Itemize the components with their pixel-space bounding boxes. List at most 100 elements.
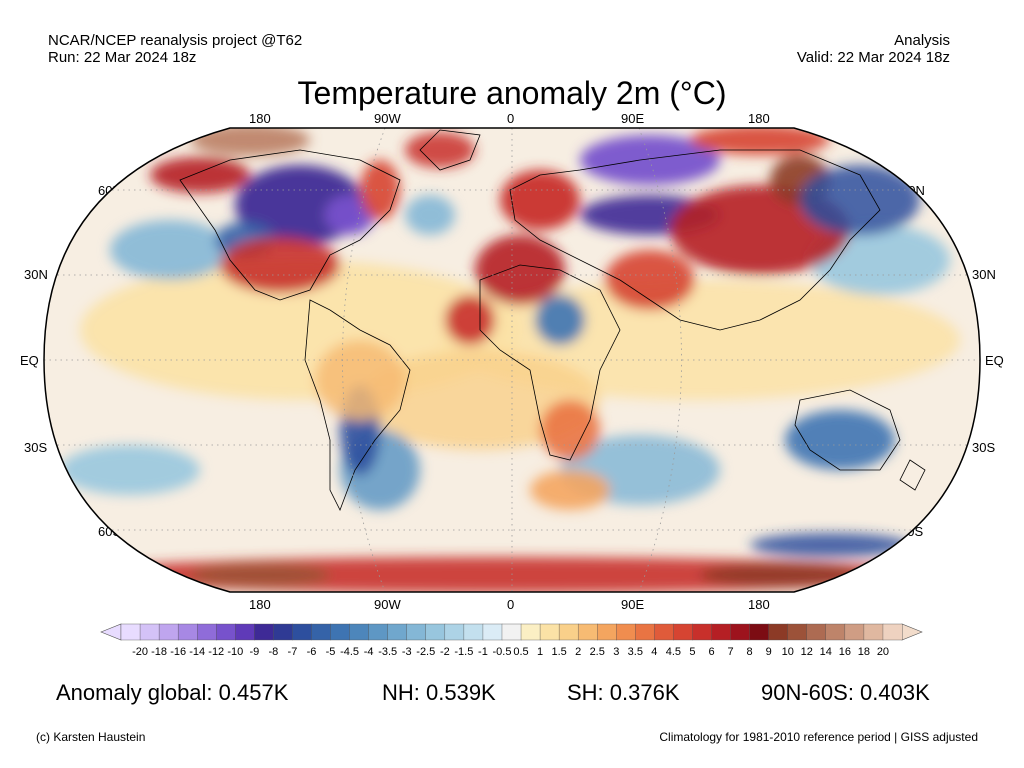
lon-label-top-180e: 180	[748, 111, 770, 126]
colorbar-low-arrow	[100, 623, 122, 641]
lon-label-top-90e: 90E	[621, 111, 645, 126]
colorbar-tick-label: 7	[727, 646, 733, 658]
colorbar-tick-label: 10	[782, 646, 794, 658]
colorbar-tick-label: -4	[364, 646, 374, 658]
colorbar-cell	[520, 623, 541, 641]
lat-label-right-30n: 30N	[972, 267, 996, 282]
colorbar-tick-label: 5	[689, 646, 695, 658]
colorbar-cell	[692, 623, 713, 641]
lon-label-top-0: 0	[507, 111, 515, 126]
colorbar-tick-label: 16	[839, 646, 851, 658]
colorbar-tick-label: 3	[613, 646, 619, 658]
colorbar-tick-label: 4	[651, 646, 657, 658]
lat-label-left-30s: 30S	[24, 440, 48, 455]
colorbar-cell	[749, 623, 770, 641]
lon-label-bottom-180e: 180	[748, 597, 770, 612]
sh-anomaly: SH: 0.376K	[567, 680, 680, 705]
colorbar-tick-label: -20	[132, 646, 148, 658]
colorbar-tick-label: -10	[227, 646, 243, 658]
colorbar-cell	[558, 623, 579, 641]
colorbar-cell	[425, 623, 446, 641]
climatology-note: Climatology for 1981-2010 reference peri…	[659, 730, 978, 744]
run-label: Run: 22 Mar 2024 18z	[48, 49, 197, 66]
colorbar-cell	[825, 623, 846, 641]
colorbar-tick-label: -5	[326, 646, 336, 658]
colorbar-cell	[597, 623, 617, 641]
colorbar-tick-label: -6	[307, 646, 317, 658]
colorbar-tick-label: -14	[189, 646, 205, 658]
lon-label-bottom-90w: 90W	[374, 597, 401, 612]
colorbar-tick-label: -3.5	[378, 646, 397, 658]
anomaly-blobs	[60, 128, 960, 592]
colorbar-cell	[673, 623, 693, 641]
colorbar-tick-label: 2.5	[590, 646, 605, 658]
colorbar-cell	[349, 623, 370, 641]
colorbar-cell	[711, 623, 732, 641]
colorbar-cell	[387, 623, 408, 641]
colorbar-cell	[139, 623, 160, 641]
colorbar-cell	[844, 623, 865, 641]
colorbar-tick-label: -3	[402, 646, 412, 658]
colorbar-cell	[444, 623, 465, 641]
colorbar-cell	[654, 623, 674, 641]
nh-anomaly: NH: 0.539K	[382, 680, 496, 705]
colorbar-tick-label: 0.5	[513, 646, 528, 658]
lat-label-left-30n: 30N	[24, 267, 48, 282]
colorbar-cell	[882, 623, 903, 641]
colorbar-cell	[768, 623, 789, 641]
colorbar-tick-label: -1	[478, 646, 488, 658]
lon-label-bottom-0: 0	[507, 597, 515, 612]
colorbar-cell	[177, 623, 198, 641]
colorbar-cell	[577, 623, 598, 641]
colorbar-cell	[216, 623, 236, 641]
colorbar-tick-label: -4.5	[340, 646, 359, 658]
colorbar-tick-label: -8	[268, 646, 278, 658]
colorbar-cell	[539, 623, 560, 641]
colorbar-tick-label: 1.5	[551, 646, 566, 658]
colorbar-cells	[100, 623, 923, 641]
colorbar-cell	[158, 623, 179, 641]
source-label: NCAR/NCEP reanalysis project @T62	[48, 32, 303, 49]
colorbar-tick-label: -2	[440, 646, 450, 658]
lat-label-left-eq: EQ	[20, 353, 39, 368]
colorbar-cell	[730, 623, 751, 641]
colorbar-tick-label: -1.5	[454, 646, 473, 658]
anomaly-map	[43, 127, 981, 593]
colorbar-tick-label: 9	[766, 646, 772, 658]
lat-label-right-30s: 30S	[972, 440, 996, 455]
colorbar-cell	[482, 623, 503, 641]
colorbar-tick-label: 18	[858, 646, 870, 658]
valid-label: Valid: 22 Mar 2024 18z	[796, 49, 950, 66]
colorbar-cell	[787, 623, 808, 641]
anomaly-field	[44, 128, 980, 592]
colorbar-tick-label: -7	[288, 646, 298, 658]
colorbar-tick-label: -2.5	[416, 646, 435, 658]
colorbar-cell	[120, 623, 141, 641]
colorbar-tick-label: -16	[170, 646, 186, 658]
lat-label-right-eq: EQ	[985, 353, 1004, 368]
colorbar-high-arrow	[901, 623, 923, 641]
colorbar-tick-label: -9	[249, 646, 259, 658]
global-anomaly: Anomaly global: 0.457K	[56, 680, 289, 705]
lon-label-bottom-180w: 180	[249, 597, 271, 612]
colorbar-tick-labels: -20 -18 -16 -14 -12 -10 -9 -8 -7 -6 -5 -4.5 -4 -3.5 -3…	[132, 646, 889, 658]
lon-label-top-180w: 180	[249, 111, 271, 126]
colorbar-cell	[330, 623, 351, 641]
colorbar-tick-label: 3.5	[628, 646, 643, 658]
colorbar-cell	[196, 623, 217, 641]
colorbar-tick-label: -12	[208, 646, 224, 658]
colorbar-cell	[406, 623, 427, 641]
graticule	[44, 128, 980, 592]
lon-label-bottom-90e: 90E	[621, 597, 645, 612]
colorbar-tick-label: 1	[537, 646, 543, 658]
colorbar-cell	[292, 623, 312, 641]
colorbar-tick-label: 12	[801, 646, 813, 658]
arctic-anomaly: 90N-60S: 0.403K	[761, 680, 930, 705]
colorbar-cell	[463, 623, 484, 641]
colorbar-tick-label: 4.5	[666, 646, 681, 658]
colorbar-tick-label: 6	[708, 646, 714, 658]
globe-border	[43, 127, 981, 593]
colorbar-cell	[806, 623, 827, 641]
